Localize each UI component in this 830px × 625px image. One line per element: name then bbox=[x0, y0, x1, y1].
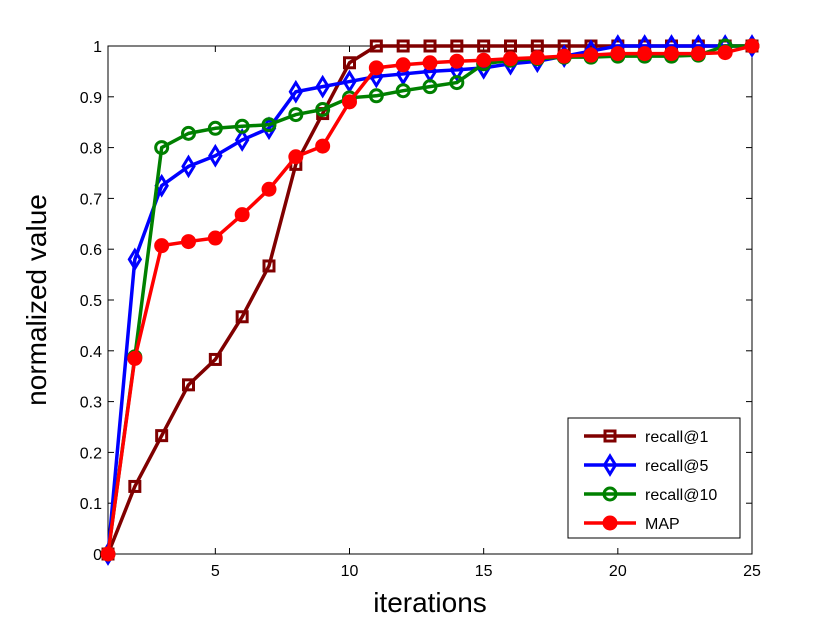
data-point bbox=[610, 46, 626, 62]
y-axis-label: normalized value bbox=[21, 194, 52, 406]
data-point bbox=[423, 39, 437, 53]
data-point bbox=[422, 55, 438, 71]
data-point bbox=[288, 107, 304, 123]
y-tick-label: 0.6 bbox=[80, 242, 102, 259]
data-point bbox=[504, 39, 517, 53]
axis-ticks: 00.10.20.30.40.50.60.70.80.915 10 15 20 25 bbox=[80, 39, 761, 580]
data-point bbox=[262, 259, 276, 273]
data-point bbox=[100, 546, 116, 562]
series-layer bbox=[100, 34, 760, 566]
data-point bbox=[583, 47, 599, 63]
data-point bbox=[315, 74, 330, 99]
legend: recall@1 recall@5 recall@10 MAP bbox=[567, 417, 741, 539]
x-axis-label: iterations bbox=[373, 587, 487, 618]
data-point bbox=[396, 39, 410, 53]
data-point bbox=[664, 46, 679, 62]
data-point bbox=[261, 117, 277, 133]
legend-item: recall@10 bbox=[584, 486, 717, 504]
legend-label: recall@10 bbox=[645, 487, 717, 504]
data-point bbox=[288, 149, 304, 165]
x-tick-label: 20 bbox=[609, 563, 627, 580]
data-point bbox=[368, 88, 384, 104]
data-point bbox=[395, 57, 411, 73]
data-point bbox=[315, 102, 331, 117]
y-tick-label: 0.1 bbox=[80, 496, 102, 513]
x-tick-label: 15 bbox=[475, 563, 493, 580]
series-line bbox=[106, 44, 752, 555]
data-point bbox=[529, 50, 545, 66]
y-tick-label: 0 bbox=[93, 547, 102, 564]
x-tick-label: 5 bbox=[211, 563, 220, 580]
data-point bbox=[155, 429, 169, 443]
y-tick-label: 0.3 bbox=[80, 395, 102, 412]
data-point bbox=[369, 39, 383, 53]
series-MAP bbox=[100, 38, 760, 562]
y-tick-label: 0.9 bbox=[80, 90, 102, 107]
data-point bbox=[154, 238, 170, 254]
y-tick-label: 0.7 bbox=[80, 191, 102, 208]
data-point bbox=[181, 234, 196, 250]
data-point bbox=[181, 125, 196, 141]
data-point bbox=[717, 45, 733, 61]
data-point bbox=[128, 479, 142, 493]
data-point bbox=[235, 310, 249, 324]
legend-item: recall@5 bbox=[584, 453, 708, 477]
data-point bbox=[207, 230, 223, 246]
data-point bbox=[261, 181, 277, 197]
data-point bbox=[127, 350, 143, 366]
y-tick-label: 0.8 bbox=[80, 141, 102, 158]
data-point bbox=[744, 38, 760, 54]
legend-item: MAP bbox=[584, 515, 680, 533]
legend-marker bbox=[602, 486, 618, 502]
x-tick-label: 25 bbox=[743, 563, 761, 580]
data-point bbox=[234, 207, 250, 223]
legend-marker bbox=[603, 429, 617, 443]
data-point bbox=[127, 247, 143, 272]
data-point bbox=[368, 60, 384, 76]
y-tick-label: 0.2 bbox=[80, 445, 102, 462]
legend-label: MAP bbox=[645, 516, 680, 533]
legend-label: recall@5 bbox=[645, 458, 708, 475]
legend-marker bbox=[602, 515, 618, 531]
y-tick-label: 0.4 bbox=[80, 344, 102, 361]
data-point bbox=[422, 79, 438, 95]
x-tick-label: 10 bbox=[341, 563, 359, 580]
data-point bbox=[315, 138, 331, 154]
data-point bbox=[181, 154, 196, 179]
legend-item: recall@1 bbox=[584, 429, 708, 446]
data-point bbox=[288, 79, 304, 104]
data-point bbox=[477, 39, 491, 53]
data-point bbox=[690, 46, 706, 62]
data-point bbox=[207, 120, 223, 136]
data-point bbox=[637, 46, 653, 62]
data-point bbox=[234, 128, 250, 152]
legend-box bbox=[567, 417, 741, 539]
data-point bbox=[395, 83, 411, 99]
data-point bbox=[208, 143, 223, 168]
data-point bbox=[449, 75, 465, 91]
data-point bbox=[343, 56, 356, 70]
y-tick-label: 1 bbox=[93, 39, 102, 56]
data-point bbox=[154, 140, 170, 156]
legend-marker bbox=[602, 453, 618, 477]
legend-label: recall@1 bbox=[645, 429, 708, 446]
y-tick-label: 0.5 bbox=[80, 293, 102, 310]
data-point bbox=[450, 39, 464, 53]
data-point bbox=[476, 52, 492, 68]
data-point bbox=[556, 48, 572, 64]
data-point bbox=[342, 94, 357, 110]
data-point bbox=[208, 352, 222, 366]
data-point bbox=[449, 53, 465, 69]
data-point bbox=[182, 378, 195, 392]
data-point bbox=[234, 118, 250, 134]
data-point bbox=[503, 51, 518, 67]
